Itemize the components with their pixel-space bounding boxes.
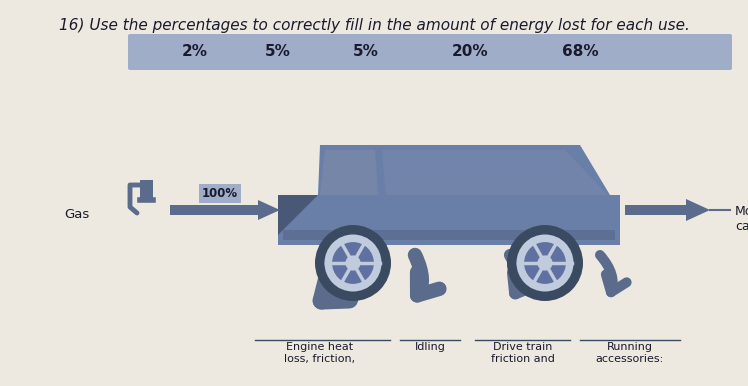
Text: 2%: 2% [182, 44, 208, 59]
Text: Idling: Idling [414, 342, 446, 352]
FancyBboxPatch shape [128, 34, 732, 70]
Circle shape [332, 242, 374, 284]
Text: Drive train
friction and: Drive train friction and [491, 342, 555, 364]
Text: 5%: 5% [353, 44, 379, 59]
Text: 16) Use the percentages to correctly fill in the amount of energy lost for each : 16) Use the percentages to correctly fil… [58, 18, 690, 33]
Text: 20%: 20% [452, 44, 488, 59]
Polygon shape [140, 180, 153, 200]
Circle shape [346, 256, 361, 271]
Text: 5%: 5% [265, 44, 291, 59]
Text: Moving
car: Moving car [735, 205, 748, 233]
Text: Running
accessories:: Running accessories: [596, 342, 664, 364]
Text: Engine heat
loss, friction,: Engine heat loss, friction, [284, 342, 355, 364]
Circle shape [325, 235, 381, 291]
Text: 100%: 100% [202, 187, 238, 200]
Circle shape [524, 242, 566, 284]
Polygon shape [382, 150, 608, 195]
Circle shape [315, 225, 391, 301]
Circle shape [507, 225, 583, 301]
Text: 68%: 68% [562, 44, 598, 59]
Polygon shape [318, 145, 610, 195]
Polygon shape [320, 150, 378, 195]
Text: Gas: Gas [65, 208, 90, 222]
Polygon shape [283, 230, 615, 240]
Circle shape [517, 235, 574, 291]
Polygon shape [625, 199, 710, 221]
Polygon shape [278, 195, 318, 235]
Polygon shape [278, 195, 620, 245]
Polygon shape [170, 200, 280, 220]
Circle shape [537, 256, 553, 271]
